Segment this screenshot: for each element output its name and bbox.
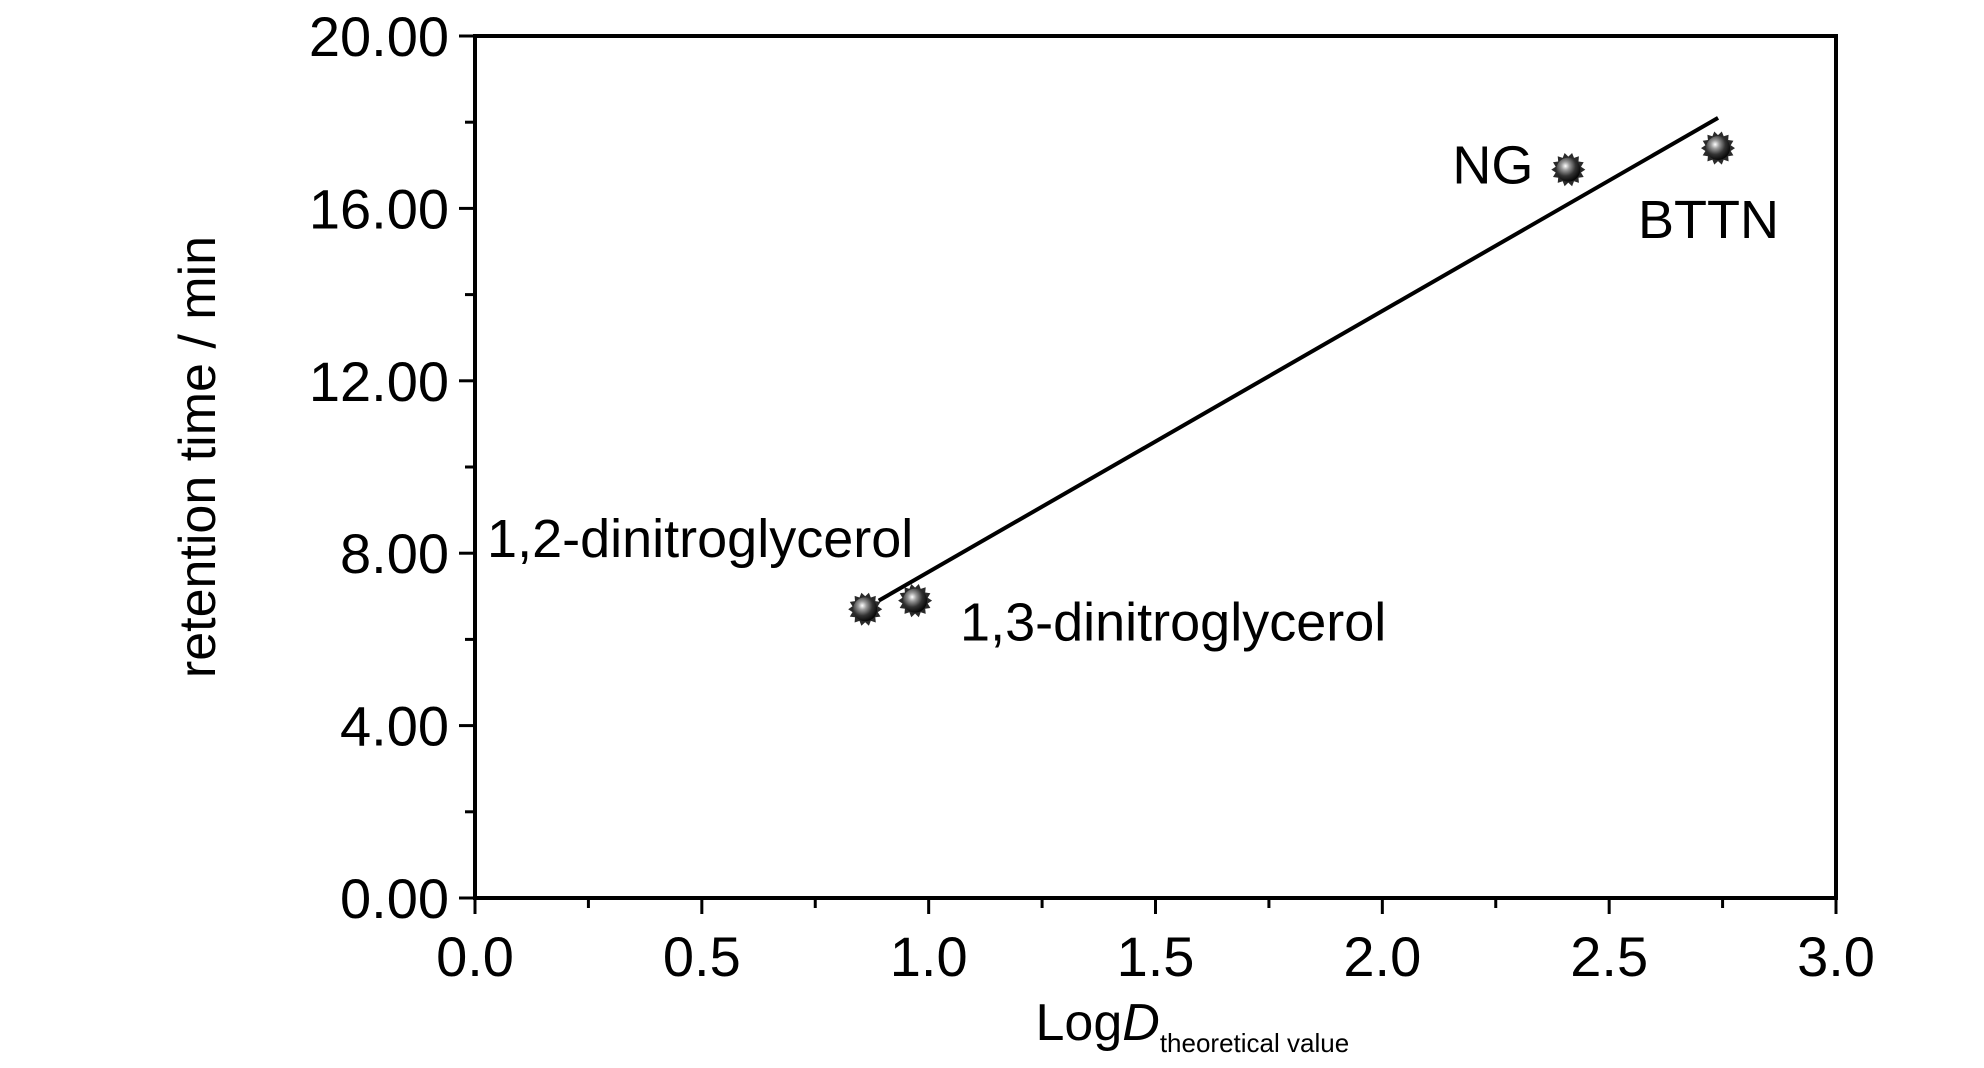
x-tick-label: 0.0: [436, 925, 514, 988]
data-point: [1701, 131, 1735, 165]
data-point-marker: [1706, 136, 1731, 161]
data-point-marker: [853, 597, 878, 622]
x-tick-label: 1.0: [890, 925, 968, 988]
data-point: [898, 584, 933, 618]
x-tick-label: 2.5: [1570, 925, 1648, 988]
y-tick-label: 12.00: [309, 350, 449, 413]
x-tick-label: 1.5: [1117, 925, 1195, 988]
x-tick-label: 3.0: [1797, 925, 1875, 988]
data-point-marker: [903, 588, 928, 613]
y-tick-label: 4.00: [340, 695, 449, 758]
point-label: 1,2-dinitroglycerol: [487, 509, 913, 569]
x-tick-label: 0.5: [663, 925, 741, 988]
y-tick-label: 20.00: [309, 5, 449, 68]
x-axis-title: LogDtheoretical value: [1036, 994, 1350, 1058]
data-point: [848, 592, 883, 626]
point-label: NG: [1452, 136, 1533, 196]
data-point: [1551, 153, 1586, 187]
fit-line: [877, 116, 1720, 603]
data-point-marker: [1556, 157, 1581, 182]
y-tick-label: 8.00: [340, 522, 449, 585]
y-tick-label: 16.00: [309, 177, 449, 240]
y-axis-title: retention time / min: [169, 236, 227, 678]
x-tick-label: 2.0: [1343, 925, 1421, 988]
point-label: BTTN: [1638, 190, 1779, 250]
y-tick-label: 0.00: [340, 867, 449, 930]
point-label: 1,3-dinitroglycerol: [960, 593, 1386, 653]
